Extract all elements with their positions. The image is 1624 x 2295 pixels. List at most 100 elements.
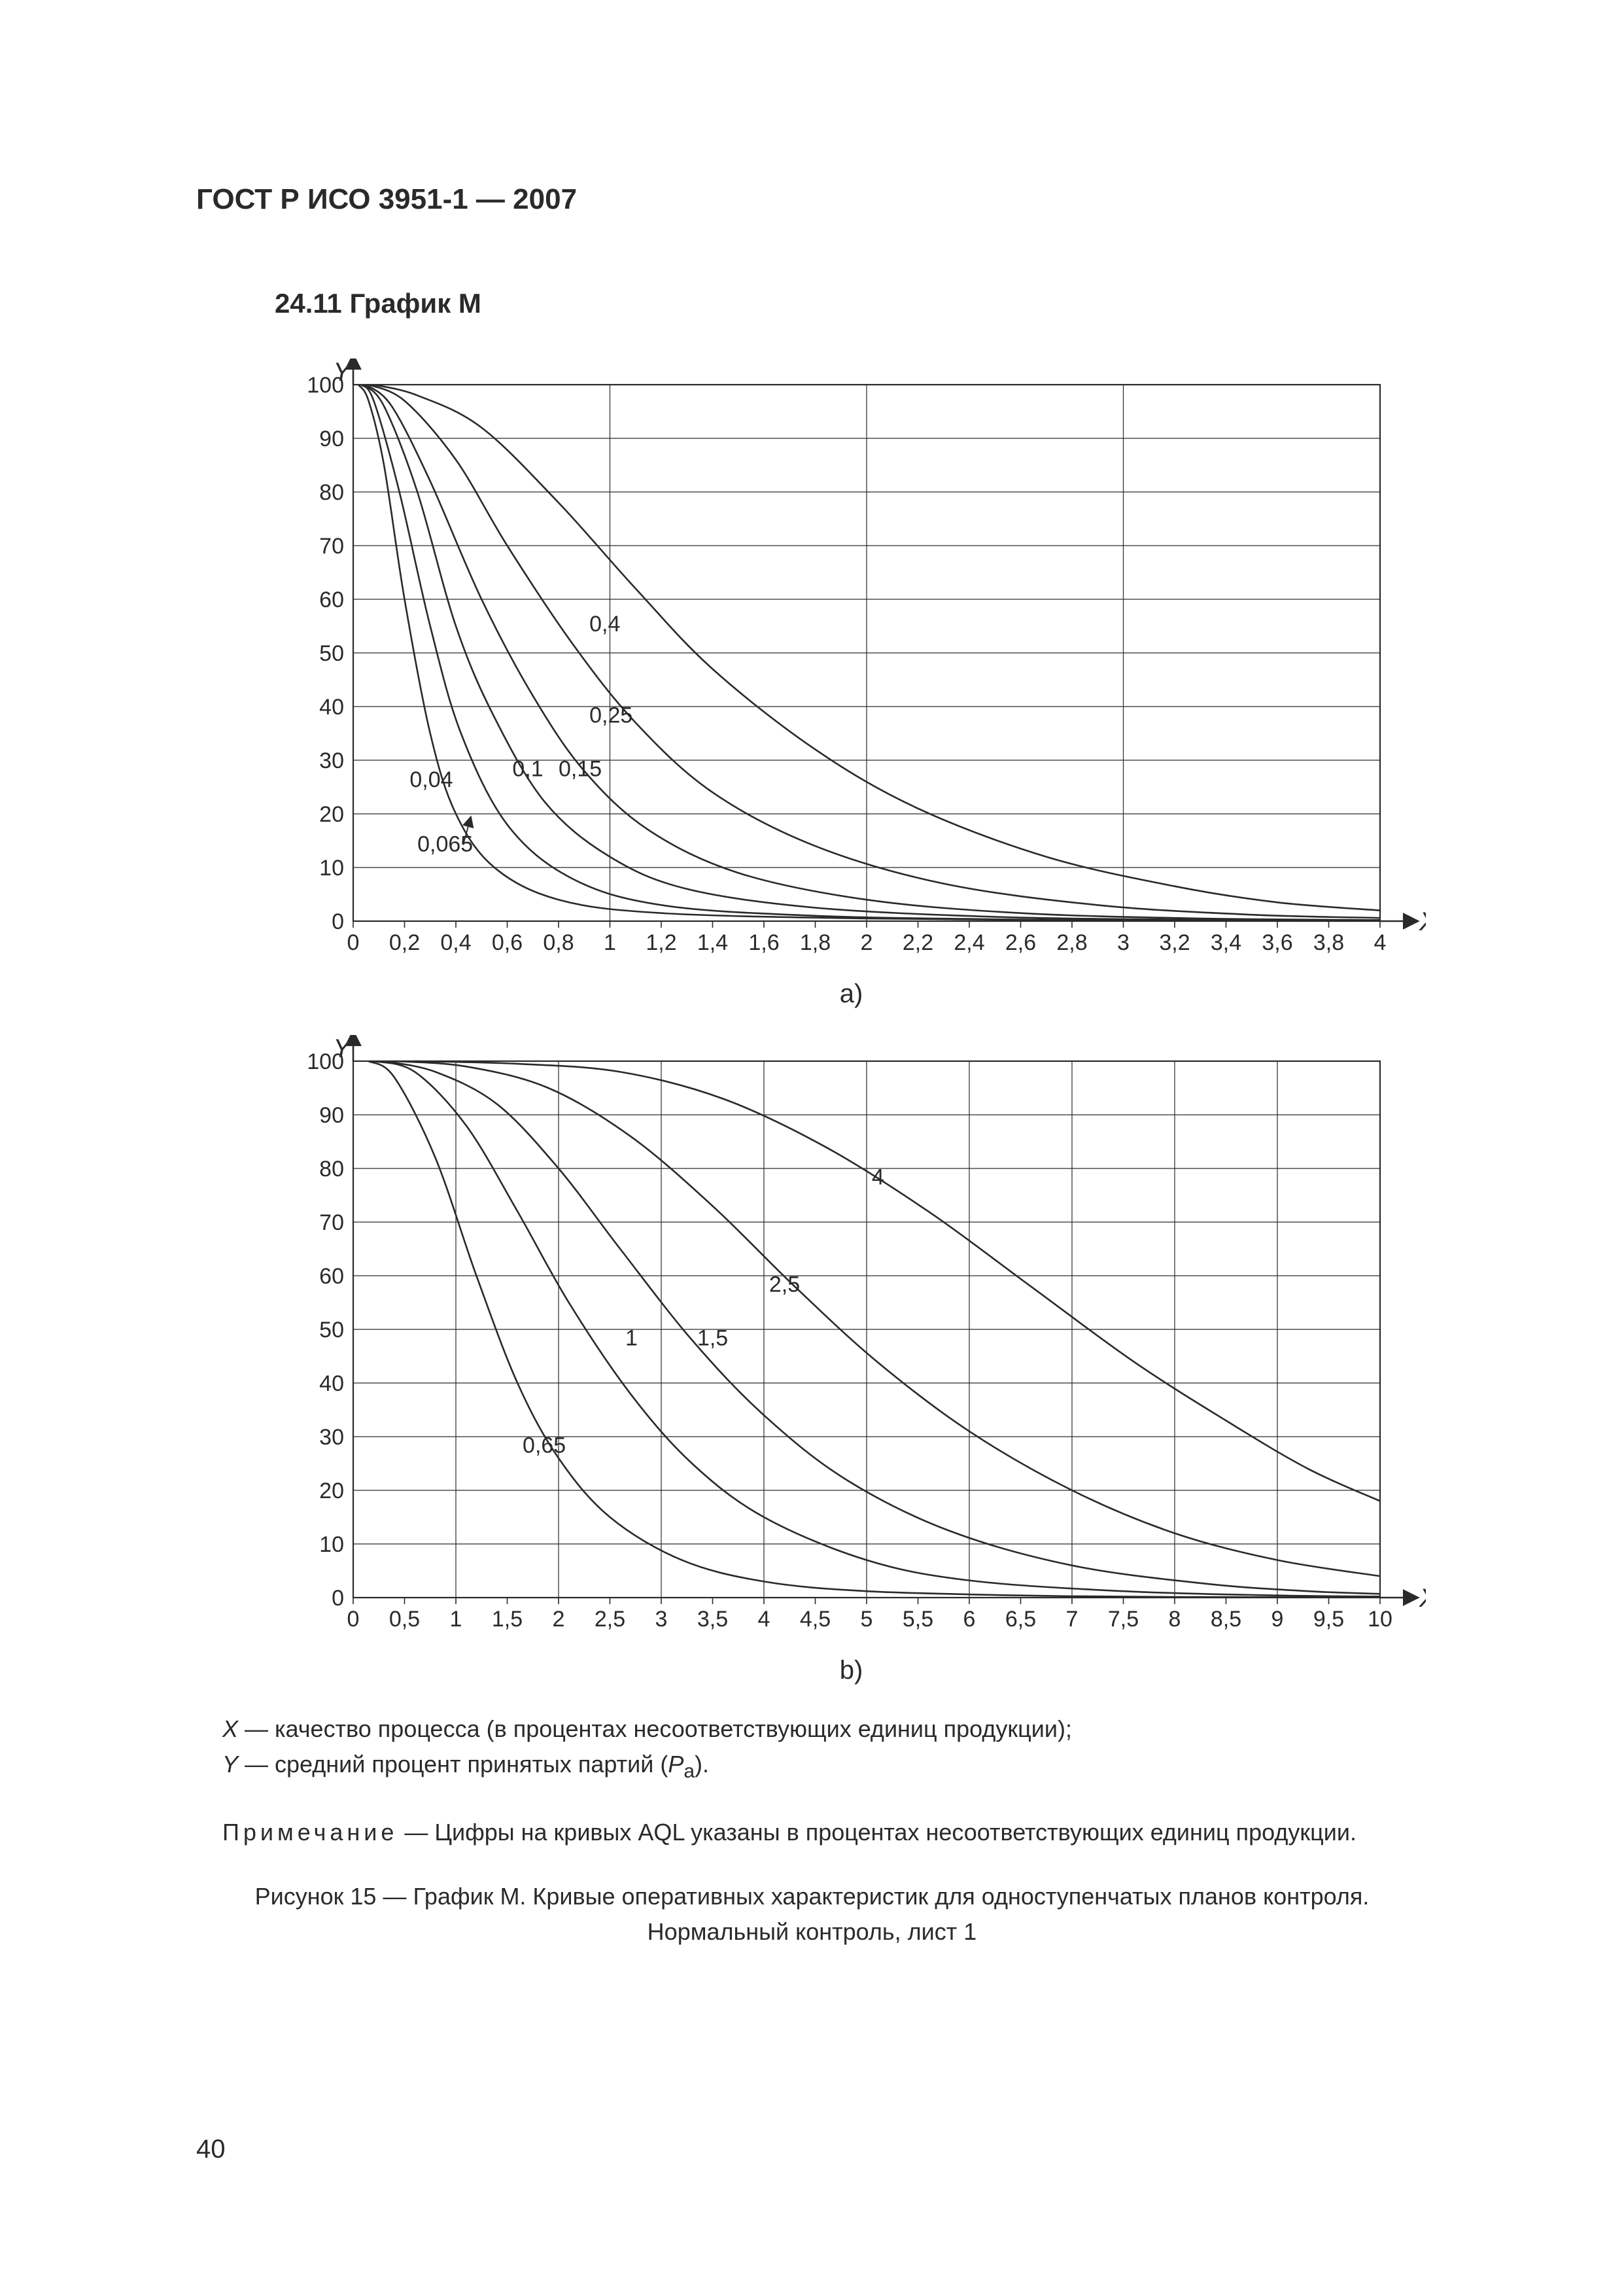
- svg-text:1,6: 1,6: [748, 930, 779, 955]
- svg-text:7: 7: [1066, 1607, 1079, 1632]
- svg-text:2,6: 2,6: [1005, 930, 1036, 955]
- svg-text:0,04: 0,04: [409, 767, 453, 792]
- svg-text:0,25: 0,25: [589, 703, 632, 728]
- svg-text:0,8: 0,8: [543, 930, 574, 955]
- legend-x-text: — качество процесса (в процентах несоотв…: [238, 1715, 1072, 1742]
- note-key: Примечание: [222, 1819, 398, 1846]
- svg-text:2,5: 2,5: [769, 1272, 800, 1297]
- svg-text:2: 2: [553, 1607, 565, 1632]
- svg-text:3,2: 3,2: [1159, 930, 1190, 955]
- svg-text:0,6: 0,6: [492, 930, 523, 955]
- svg-text:70: 70: [319, 1210, 344, 1235]
- svg-text:20: 20: [319, 1479, 344, 1503]
- legend-block: X — качество процесса (в процентах несоо…: [222, 1711, 1428, 1786]
- svg-text:30: 30: [319, 1425, 344, 1450]
- svg-text:80: 80: [319, 1157, 344, 1182]
- svg-text:1,5: 1,5: [697, 1326, 728, 1351]
- svg-text:6,5: 6,5: [1005, 1607, 1036, 1632]
- svg-text:20: 20: [319, 802, 344, 827]
- chart-a-sublabel: a): [275, 979, 1428, 1009]
- svg-text:8: 8: [1169, 1607, 1181, 1632]
- chart-b-wrap: 010203040506070809010000,511,522,533,544…: [275, 1035, 1428, 1685]
- note-text: — Цифры на кривых AQL указаны в процента…: [398, 1819, 1356, 1846]
- svg-text:2: 2: [861, 930, 873, 955]
- svg-text:70: 70: [319, 534, 344, 559]
- chart-a: 010203040506070809010000,20,40,60,811,21…: [275, 359, 1426, 973]
- svg-text:50: 50: [319, 641, 344, 666]
- svg-text:80: 80: [319, 480, 344, 505]
- svg-text:10: 10: [319, 856, 344, 881]
- svg-text:0: 0: [347, 930, 360, 955]
- svg-text:50: 50: [319, 1318, 344, 1342]
- svg-text:90: 90: [319, 427, 344, 451]
- svg-text:X: X: [1419, 1584, 1426, 1613]
- svg-text:4,5: 4,5: [800, 1607, 831, 1632]
- page: ГОСТ Р ИСО 3951-1 — 2007 24.11 График М …: [0, 0, 1624, 2295]
- legend-y-text-2: ).: [695, 1751, 709, 1778]
- svg-text:5,5: 5,5: [903, 1607, 933, 1632]
- svg-text:0,5: 0,5: [389, 1607, 420, 1632]
- page-number: 40: [196, 2135, 226, 2164]
- svg-text:3,6: 3,6: [1262, 930, 1292, 955]
- chart-b-sublabel: b): [275, 1656, 1428, 1685]
- svg-text:40: 40: [319, 1371, 344, 1396]
- svg-text:3,8: 3,8: [1313, 930, 1344, 955]
- svg-text:0,65: 0,65: [523, 1433, 566, 1458]
- svg-text:0,4: 0,4: [440, 930, 471, 955]
- svg-text:3: 3: [655, 1607, 668, 1632]
- svg-text:60: 60: [319, 1264, 344, 1289]
- svg-text:X: X: [1419, 907, 1426, 936]
- svg-text:3: 3: [1117, 930, 1130, 955]
- svg-text:4: 4: [1374, 930, 1387, 955]
- legend-y-line: Y — средний процент принятых партий (Pa)…: [222, 1747, 1428, 1786]
- svg-text:3,5: 3,5: [697, 1607, 728, 1632]
- svg-text:1,8: 1,8: [800, 930, 831, 955]
- figure-caption: Рисунок 15 — График М. Кривые оперативны…: [196, 1879, 1428, 1950]
- svg-text:10: 10: [1368, 1607, 1392, 1632]
- svg-text:0,4: 0,4: [589, 612, 620, 637]
- note-block: Примечание — Цифры на кривых AQL указаны…: [222, 1819, 1428, 1846]
- svg-text:1: 1: [625, 1326, 638, 1351]
- chart-a-wrap: 010203040506070809010000,20,40,60,811,21…: [275, 359, 1428, 1009]
- svg-text:1,2: 1,2: [646, 930, 676, 955]
- svg-text:0,1: 0,1: [512, 757, 543, 782]
- svg-text:0,2: 0,2: [389, 930, 420, 955]
- caption-line-1: Рисунок 15 — График М. Кривые оперативны…: [196, 1879, 1428, 1914]
- svg-text:Y: Y: [333, 359, 353, 387]
- svg-text:90: 90: [319, 1103, 344, 1128]
- svg-text:2,8: 2,8: [1056, 930, 1087, 955]
- svg-text:30: 30: [319, 748, 344, 773]
- svg-text:5: 5: [861, 1607, 873, 1632]
- svg-text:9: 9: [1271, 1607, 1284, 1632]
- svg-text:10: 10: [319, 1532, 344, 1557]
- legend-y-text-1: — средний процент принятых партий (: [238, 1751, 668, 1778]
- svg-text:7,5: 7,5: [1108, 1607, 1139, 1632]
- svg-text:8,5: 8,5: [1211, 1607, 1241, 1632]
- svg-text:1: 1: [604, 930, 616, 955]
- section-title: 24.11 График М: [275, 288, 1428, 319]
- svg-text:1,4: 1,4: [697, 930, 728, 955]
- svg-text:2,5: 2,5: [595, 1607, 625, 1632]
- svg-text:1: 1: [450, 1607, 462, 1632]
- svg-text:4: 4: [872, 1165, 884, 1190]
- svg-text:1,5: 1,5: [492, 1607, 523, 1632]
- legend-y-var: Y: [222, 1751, 238, 1778]
- document-header: ГОСТ Р ИСО 3951-1 — 2007: [196, 183, 1428, 216]
- svg-text:2,2: 2,2: [903, 930, 933, 955]
- svg-text:60: 60: [319, 587, 344, 612]
- svg-text:0: 0: [332, 1586, 344, 1611]
- svg-text:4: 4: [758, 1607, 770, 1632]
- svg-text:2,4: 2,4: [954, 930, 984, 955]
- svg-text:0: 0: [332, 909, 344, 934]
- svg-text:0,065: 0,065: [417, 832, 473, 856]
- svg-text:6: 6: [963, 1607, 976, 1632]
- svg-text:Y: Y: [333, 1035, 353, 1063]
- legend-x-line: X — качество процесса (в процентах несоо…: [222, 1711, 1428, 1747]
- svg-text:0,15: 0,15: [559, 757, 602, 782]
- svg-text:9,5: 9,5: [1313, 1607, 1344, 1632]
- legend-x-var: X: [222, 1715, 238, 1742]
- chart-b: 010203040506070809010000,511,522,533,544…: [275, 1035, 1426, 1650]
- svg-text:3,4: 3,4: [1211, 930, 1241, 955]
- svg-text:0: 0: [347, 1607, 360, 1632]
- svg-text:40: 40: [319, 695, 344, 720]
